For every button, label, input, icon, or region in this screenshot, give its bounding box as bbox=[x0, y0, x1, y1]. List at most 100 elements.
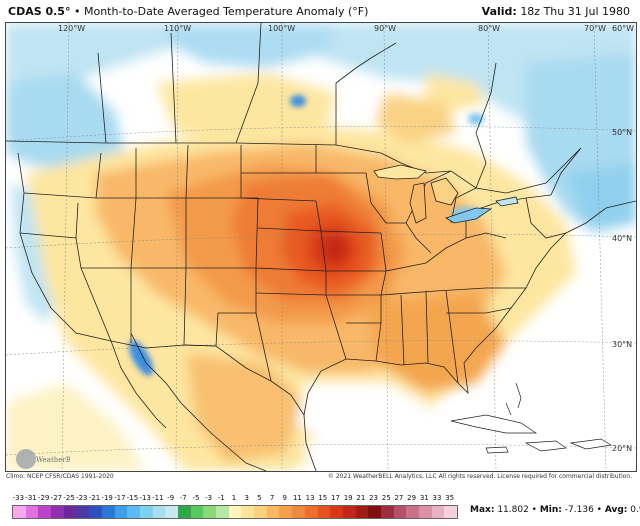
colorbar-tick-label: -31 bbox=[25, 494, 37, 502]
lon-label-90w: 90°W bbox=[374, 24, 396, 33]
valid-time-value: 18z Thu 31 Jul 1980 bbox=[520, 5, 630, 18]
colorbar-tick-label: 9 bbox=[282, 494, 287, 502]
borders bbox=[6, 23, 636, 471]
colorbar-swatch bbox=[342, 506, 356, 518]
colorbar-swatch bbox=[25, 506, 39, 518]
caribbean-islands bbox=[450, 382, 613, 454]
logo-text: WeatherBELL bbox=[36, 456, 70, 464]
lat-label-40n: 40°N bbox=[612, 234, 632, 243]
colorbar-tick-label: -33 bbox=[12, 494, 25, 502]
lat-label-50n: 50°N bbox=[612, 128, 632, 137]
colorbar-tick-label: 17 bbox=[331, 494, 340, 502]
colorbar-tick-label: -15 bbox=[126, 494, 139, 502]
colorbar-tick-label: 1 bbox=[231, 494, 237, 502]
colorbar-swatch bbox=[431, 506, 445, 518]
colorbar-tick-label: -9 bbox=[167, 494, 175, 502]
valid-label: Valid: bbox=[481, 5, 517, 18]
colorbar-tick-label: 23 bbox=[369, 494, 378, 502]
colorbar-tick-label: -27 bbox=[50, 494, 63, 502]
great-lakes bbox=[373, 164, 519, 224]
colorbar-swatch bbox=[266, 506, 280, 518]
lon-label-70w: 70°W bbox=[584, 24, 606, 33]
colorbar-tick-label: 15 bbox=[318, 494, 328, 502]
colorbar-tick-label: -21 bbox=[88, 494, 101, 502]
colorbar-swatch bbox=[165, 506, 178, 518]
colorbar-swatch bbox=[63, 506, 77, 518]
colorbar-swatch bbox=[203, 506, 216, 518]
colorbar-swatch bbox=[114, 506, 128, 518]
max-label: Max: bbox=[470, 505, 495, 515]
colorbar-swatch bbox=[13, 506, 26, 518]
colorbar-swatch bbox=[279, 506, 293, 518]
colorbar-tick-label: 21 bbox=[356, 494, 366, 502]
colorbar-swatch bbox=[380, 506, 394, 518]
colorbar-swatch bbox=[228, 506, 242, 518]
colorbar-labels: -33 -31 -29 -27 -25 -23 -21 -19 -17 -15 -13 -11 -9 -7… bbox=[6, 494, 462, 504]
colorbar-tick-label: 29 bbox=[407, 494, 417, 502]
colorbar-tick-label: 27 bbox=[394, 494, 404, 502]
colorbar-swatch bbox=[216, 506, 229, 518]
colorbar-swatch bbox=[38, 506, 52, 518]
colorbar-swatch bbox=[406, 506, 419, 518]
avg-value: 0.926 bbox=[630, 505, 640, 515]
header: CDAS 0.5° • Month-to-Date Averaged Tempe… bbox=[0, 0, 640, 22]
colorbar-tick-label: -19 bbox=[101, 494, 113, 502]
colorbar-swatch bbox=[254, 506, 267, 518]
colorbar-swatch bbox=[444, 506, 458, 518]
colorbar-swatch bbox=[419, 506, 432, 518]
colorbar-swatch bbox=[177, 506, 191, 518]
colorbar-swatch bbox=[368, 506, 381, 518]
lon-label-110w: 110°W bbox=[164, 24, 191, 33]
colorbar-swatch bbox=[393, 506, 407, 518]
colorbar-swatch bbox=[292, 506, 305, 518]
colorbar-tick-label: 33 bbox=[432, 494, 442, 502]
colorbar-tick-label: 19 bbox=[343, 494, 353, 502]
lon-label-100w: 100°W bbox=[268, 24, 295, 33]
colorbar-tick-label: 25 bbox=[381, 494, 391, 502]
colorbar-swatch bbox=[152, 506, 166, 518]
anomaly-shading bbox=[6, 23, 636, 471]
colorbar-tick-label: 13 bbox=[305, 494, 315, 502]
min-value: -7.136 bbox=[564, 505, 594, 515]
colorbar-tick-label: -25 bbox=[63, 494, 75, 502]
colorbar-tick-label: -1 bbox=[217, 494, 225, 502]
copyright-notice: © 2021 WeatherBELL Analytics, LLC All ri… bbox=[327, 473, 632, 480]
colorbar-tick-label: 35 bbox=[445, 494, 455, 502]
avg-label: Avg: bbox=[604, 505, 628, 515]
lon-label-80w: 80°W bbox=[478, 24, 500, 33]
colorbar-tick-label: -5 bbox=[192, 494, 200, 502]
colorbar-swatch bbox=[76, 506, 90, 518]
colorbar-swatch bbox=[89, 506, 102, 518]
map-canvas: 120°W 110°W 100°W 90°W 80°W 70°W 60°W 50… bbox=[6, 23, 636, 471]
colorbar bbox=[12, 505, 458, 519]
colorbar-swatch bbox=[241, 506, 255, 518]
anomaly-map: 120°W 110°W 100°W 90°W 80°W 70°W 60°W 50… bbox=[5, 22, 637, 472]
min-label: Min: bbox=[539, 505, 562, 515]
colorbar-tick-label: -7 bbox=[179, 494, 187, 502]
colorbar-swatch bbox=[51, 506, 64, 518]
colorbar-tick-label: -3 bbox=[205, 494, 213, 502]
colorbar-tick-label: 3 bbox=[244, 494, 249, 502]
max-value: 11.802 bbox=[497, 505, 529, 515]
colorbar-swatch bbox=[139, 506, 153, 518]
colorbar-swatch bbox=[304, 506, 318, 518]
colorbar-swatch bbox=[101, 506, 115, 518]
climo-credit: Climo: NCEP CFSR/CDAS 1991-2020 bbox=[6, 473, 114, 480]
lat-label-30n: 30°N bbox=[612, 340, 632, 349]
colorbar-tick-label: 5 bbox=[257, 494, 262, 502]
colorbar-tick-label: -11 bbox=[152, 494, 164, 502]
colorbar-tick-label: -17 bbox=[114, 494, 126, 502]
stats-summary: Max: 11.802 • Min: -7.136 • Avg: 0.926 bbox=[470, 505, 640, 515]
model-name: CDAS 0.5° bbox=[8, 5, 71, 18]
lon-label-120w: 120°W bbox=[58, 24, 85, 33]
colorbar-tick-label: 11 bbox=[292, 494, 302, 502]
colorbar-tick-label: 31 bbox=[419, 494, 429, 502]
colorbar-swatch bbox=[190, 506, 204, 518]
map-title: CDAS 0.5° • Month-to-Date Averaged Tempe… bbox=[8, 5, 368, 18]
lat-label-20n: 20°N bbox=[612, 444, 632, 453]
colorbar-tick-label: -13 bbox=[139, 494, 151, 502]
graticule bbox=[6, 23, 636, 471]
lon-label-60w: 60°W bbox=[612, 24, 634, 33]
colorbar-tick-label: -23 bbox=[76, 494, 88, 502]
product-name: Month-to-Date Averaged Temperature Anoma… bbox=[83, 5, 369, 18]
